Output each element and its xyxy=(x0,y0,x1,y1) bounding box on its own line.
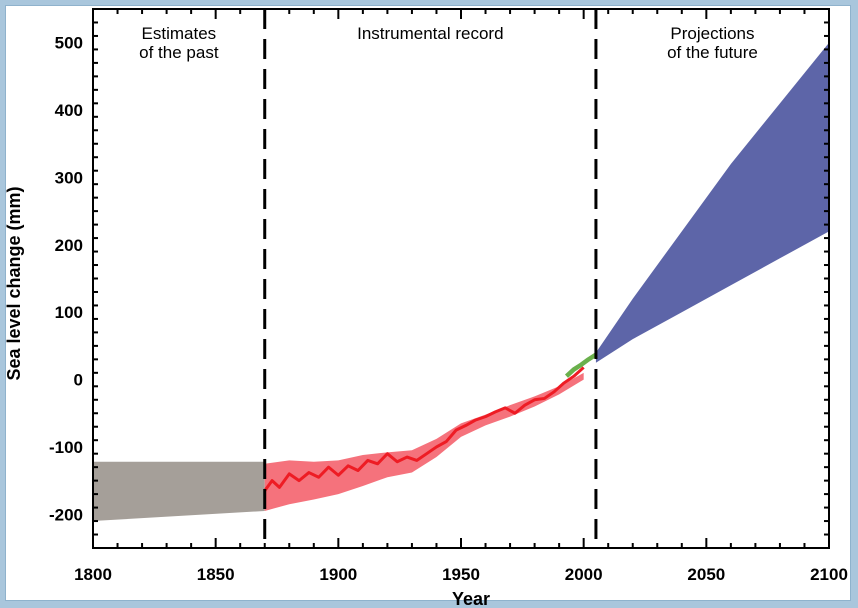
x-tick-label: 1850 xyxy=(197,565,235,584)
satellite-line xyxy=(564,352,598,378)
x-tick-label: 1900 xyxy=(319,565,357,584)
y-tick-label: -200 xyxy=(49,505,83,524)
region-label-1: Estimates xyxy=(142,24,217,43)
region-label-3: Projections xyxy=(670,24,754,43)
x-tick-label: 1800 xyxy=(74,565,112,584)
instrumental-line xyxy=(263,366,585,492)
x-tick-label: 2000 xyxy=(565,565,603,584)
y-tick-label: 100 xyxy=(55,303,83,322)
region-label-2: Instrumental record xyxy=(357,24,503,43)
region-label-1: of the past xyxy=(139,43,219,62)
y-tick-label: 300 xyxy=(55,168,83,187)
region-label-3: of the future xyxy=(667,43,758,62)
x-tick-label: 2100 xyxy=(810,565,848,584)
instrumental-band xyxy=(264,372,584,511)
y-tick-label: -100 xyxy=(49,438,83,457)
x-tick-label: 2050 xyxy=(687,565,725,584)
x-tick-label: 1950 xyxy=(442,565,480,584)
y-tick-label: 500 xyxy=(55,34,83,53)
y-tick-label: 0 xyxy=(74,371,83,390)
x-axis-title: Year xyxy=(452,589,490,608)
y-tick-label: 200 xyxy=(55,236,83,255)
y-axis-title: Sea level change (mm) xyxy=(4,186,24,380)
projection-band xyxy=(595,42,829,363)
past-band xyxy=(93,461,265,522)
y-tick-label: 400 xyxy=(55,101,83,120)
